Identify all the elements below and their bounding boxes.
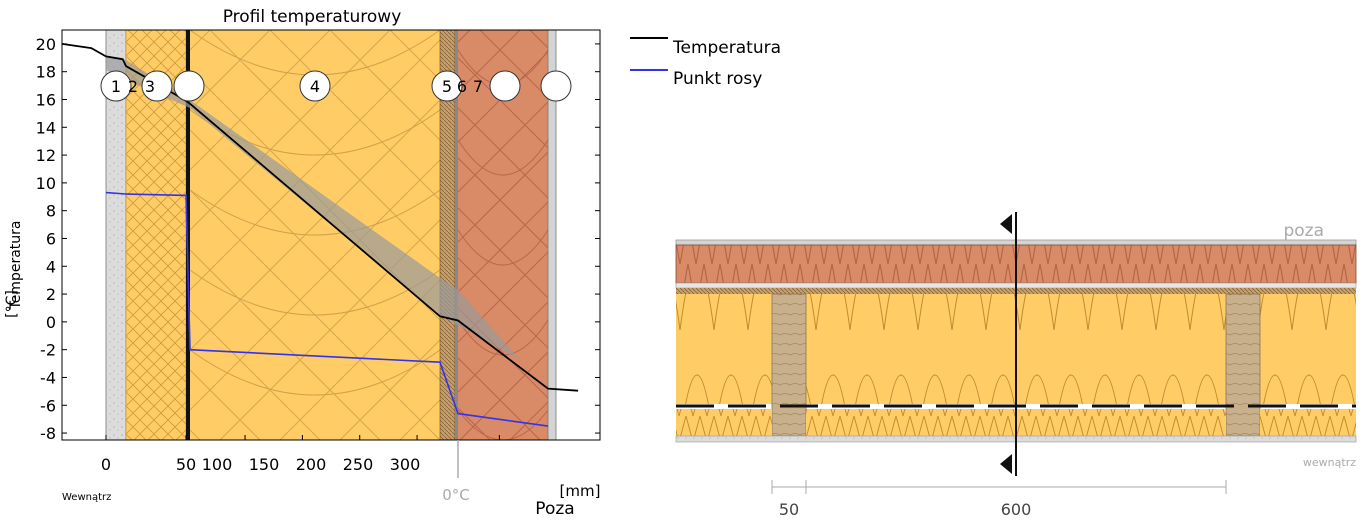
legend-label-punkt-rosy: Punkt rosy [673,69,762,89]
y-tick-label: 20 [36,35,56,54]
x-tick-label: 100 [202,455,233,474]
x-axis-unit: [mm] [560,482,601,500]
x-tick-label: 0 [101,455,111,474]
y-tick-label: -4 [40,368,56,387]
inside-air-zone [62,30,106,440]
wall-section-diagram: poza wewnątrz 50 600 [675,212,1357,519]
layer-marker-circle [431,70,463,102]
legend: Temperatura Punkt rosy [630,37,781,89]
dimension-line [771,480,1227,494]
y-tick-label: 10 [36,174,56,193]
x-tick-label: 150 [249,455,280,474]
x-tick-label: 250 [343,455,374,474]
x-tick-label: 50 [176,455,196,474]
y-tick-label: 8 [46,202,56,221]
section-outside-label: poza [1283,221,1324,241]
series-layer [61,43,579,427]
layer-marker-circle [141,70,173,102]
section-inside-label: wewnątrz [1303,456,1356,469]
y-tick-label: -6 [40,396,56,415]
zero-degree-label: 0°C [442,486,470,504]
layer-marker-circle [100,70,132,102]
layer-marker-circle [299,70,331,102]
y-tick-label: -2 [40,341,56,360]
plot-frame [61,29,601,441]
layer-marker-label: 2 [128,77,138,96]
layer-3-vapour-barrier [186,30,190,440]
y-tick-label: 4 [46,257,56,276]
layer-marker-label: 3 [145,77,155,96]
layer-marker-label: 5 [442,77,452,96]
y-tick-label: 18 [36,63,56,82]
section-inner-wool-a [676,409,772,436]
inside-label: Wewnątrz [62,492,111,503]
y-tick-label: 16 [36,90,56,109]
y-tick-label: -8 [40,424,56,443]
section-stud-left [771,293,807,437]
layer-marker-empty [489,70,521,102]
chart-title: Profil temperaturowy [223,7,402,27]
outside-label: Poza [535,499,574,519]
y-tick-label: 6 [46,229,56,248]
dimension-stud-width: 50 [779,500,799,519]
layer-marker-label: 7 [473,77,483,96]
y-tick-label: 0 [46,313,56,332]
y-tick-label: 2 [46,285,56,304]
layer-marker-label: 6 [457,77,467,96]
x-axis: 0 50 100 150 200 250 300 [101,435,500,474]
x-tick-label: 200 [296,455,327,474]
section-stud-right [1225,293,1261,437]
layer-marker-label: 1 [111,77,121,96]
layer-marker-label: 4 [310,77,320,96]
layer-marker-empty [173,70,205,102]
legend-label-temperatura: Temperatura [672,38,781,58]
y-tick-label: 14 [36,118,56,137]
section-arrow-top-icon [1000,214,1012,234]
temperature-chart: Profil temperaturowy 0°C 201816141210864… [4,7,601,519]
section-arrow-bottom-icon [1000,454,1012,474]
x-tick-label: 300 [390,455,421,474]
series-line-punkt-rosy [105,191,549,427]
layer-marker-empty [540,70,572,102]
series-line-temperatura [61,43,579,392]
y-axis-label: Temperatura [8,221,24,311]
y-axis-unit: [°C] [4,290,20,318]
layer-6-membrane [455,30,458,440]
dimension-stud-spacing: 600 [1001,500,1032,519]
y-tick-label: 12 [36,146,56,165]
section-inner-wool-c [1260,409,1356,436]
